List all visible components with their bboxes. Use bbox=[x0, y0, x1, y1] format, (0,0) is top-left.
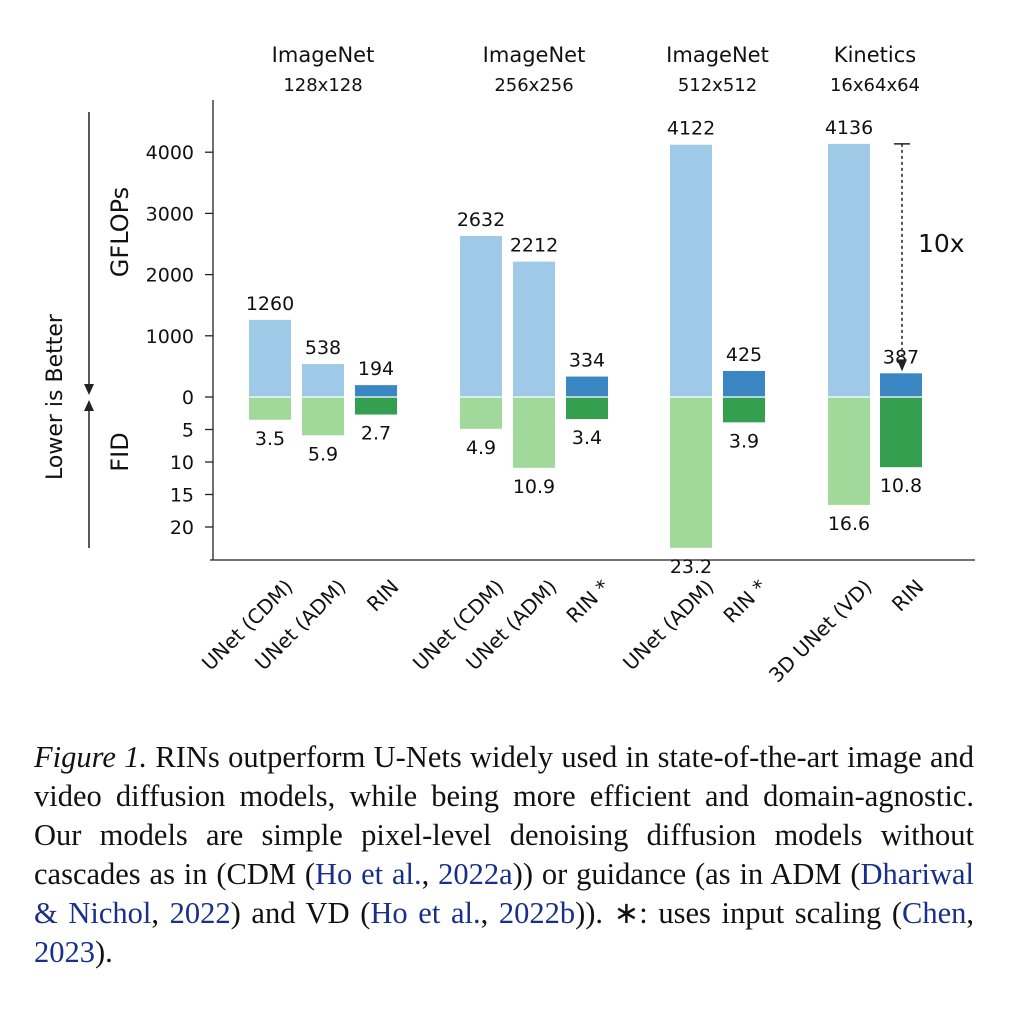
category-label: 3D UNet (VD) bbox=[764, 575, 877, 688]
citation-link[interactable]: Ho et al. bbox=[370, 896, 481, 930]
gflops-fid-chart: 0 1000 2000 3000 4000 5 10 15 20 GFLOPs FID Lower i… bbox=[43, 43, 975, 688]
fid-bar bbox=[355, 397, 397, 415]
category-label: RIN * bbox=[718, 575, 771, 628]
group-title: Kinetics bbox=[834, 43, 916, 67]
gflops-bar bbox=[566, 376, 608, 397]
y-tick-label: 4000 bbox=[146, 142, 194, 164]
annotation-label: 10x bbox=[918, 229, 965, 258]
gflops-value-label: 387 bbox=[883, 346, 919, 368]
fid-value-label: 5.9 bbox=[308, 443, 338, 465]
fid-bar bbox=[880, 397, 922, 468]
gflops-bar bbox=[249, 319, 291, 397]
caption-text: , bbox=[151, 896, 170, 930]
fid-value-label: 10.8 bbox=[880, 475, 922, 497]
gflops-value-label: 4122 bbox=[667, 118, 715, 140]
caption-text: RINs outperform U-Nets widely used in st… bbox=[34, 740, 974, 891]
caption-text: ). bbox=[95, 935, 113, 969]
annotation-arrow-head bbox=[897, 359, 907, 372]
fid-value-label: 4.9 bbox=[466, 437, 496, 459]
citation-link[interactable]: 2022 bbox=[169, 896, 231, 930]
category-label: RIN bbox=[362, 575, 404, 617]
group-subtitle: 128x128 bbox=[283, 75, 362, 96]
gflops-bar bbox=[513, 261, 555, 397]
fid-bar bbox=[828, 397, 870, 505]
fid-bar bbox=[513, 397, 555, 468]
y-tick-label: 0 bbox=[182, 387, 194, 409]
gflops-bar bbox=[828, 143, 870, 397]
y-tick-label: 2000 bbox=[146, 265, 194, 287]
category-label: RIN bbox=[887, 575, 929, 617]
arrow-head bbox=[84, 400, 94, 411]
gflops-value-label: 538 bbox=[305, 337, 341, 359]
fid-value-label: 23.2 bbox=[670, 556, 712, 578]
group-title: ImageNet bbox=[272, 43, 375, 67]
fid-bar bbox=[460, 397, 502, 429]
citation-link[interactable]: 2023 bbox=[34, 935, 95, 969]
figure-caption: Figure 1. RINs outperform U-Nets widely … bbox=[34, 738, 974, 972]
caption-text: , bbox=[966, 896, 974, 930]
y-axis-title-fid: FID bbox=[106, 432, 134, 471]
fid-bar bbox=[723, 397, 765, 423]
category-label: UNet (ADM) bbox=[618, 575, 718, 675]
gflops-bar bbox=[670, 144, 712, 397]
citation-link[interactable]: Chen bbox=[901, 896, 967, 930]
group-title: ImageNet bbox=[483, 43, 586, 67]
gflops-value-label: 334 bbox=[569, 350, 605, 372]
citation-link[interactable]: Ho et al. bbox=[315, 857, 422, 891]
citation-link[interactable]: Dhariwal & Nichol bbox=[34, 857, 974, 930]
citation-link[interactable]: 2022a bbox=[438, 857, 513, 891]
y-axis-title-gflops: GFLOPs bbox=[106, 187, 134, 277]
side-label: Lower is Better bbox=[43, 313, 68, 480]
y-tick-label: 3000 bbox=[146, 203, 194, 225]
gflops-bar bbox=[880, 373, 922, 397]
fid-bar bbox=[249, 397, 291, 420]
fid-value-label: 10.9 bbox=[513, 476, 555, 498]
figure-label: Figure 1. bbox=[34, 740, 148, 774]
fid-value-label: 2.7 bbox=[361, 423, 391, 445]
group-subtitle: 16x64x64 bbox=[830, 75, 920, 96]
gflops-bar bbox=[355, 385, 397, 397]
caption-text: )) or guidance (as in ADM ( bbox=[512, 857, 861, 891]
caption-text: , bbox=[480, 896, 499, 930]
caption-text: )). ∗: uses input scaling ( bbox=[575, 896, 902, 930]
gflops-value-label: 1260 bbox=[246, 293, 294, 315]
gflops-value-label: 425 bbox=[726, 344, 762, 366]
fid-value-label: 3.5 bbox=[255, 428, 285, 450]
gflops-bar bbox=[302, 364, 344, 397]
category-label: RIN * bbox=[561, 575, 614, 628]
fid-value-label: 3.9 bbox=[729, 430, 759, 452]
y-tick-label: 1000 bbox=[146, 326, 194, 348]
y-tick-label: 15 bbox=[170, 485, 194, 507]
group-subtitle: 512x512 bbox=[678, 75, 757, 96]
fid-bar bbox=[670, 397, 712, 548]
y-tick-label: 5 bbox=[182, 420, 194, 442]
fid-value-label: 16.6 bbox=[828, 513, 870, 535]
gflops-bar bbox=[460, 235, 502, 397]
gflops-value-label: 2212 bbox=[510, 235, 558, 257]
group-subtitle: 256x256 bbox=[494, 75, 573, 96]
fid-value-label: 3.4 bbox=[572, 427, 602, 449]
caption-text: , bbox=[421, 857, 439, 891]
fid-bar bbox=[302, 397, 344, 436]
citation-link[interactable]: 2022b bbox=[498, 896, 576, 930]
arrow-head bbox=[84, 384, 94, 395]
gflops-bar bbox=[723, 370, 765, 397]
group-title: ImageNet bbox=[666, 43, 769, 67]
gflops-value-label: 2632 bbox=[457, 209, 505, 231]
gflops-value-label: 194 bbox=[358, 358, 394, 380]
y-tick-label: 10 bbox=[170, 452, 194, 474]
fid-bar bbox=[566, 397, 608, 420]
caption-text: ) and VD ( bbox=[230, 896, 371, 930]
y-tick-label: 20 bbox=[170, 517, 194, 539]
gflops-value-label: 4136 bbox=[825, 117, 873, 139]
